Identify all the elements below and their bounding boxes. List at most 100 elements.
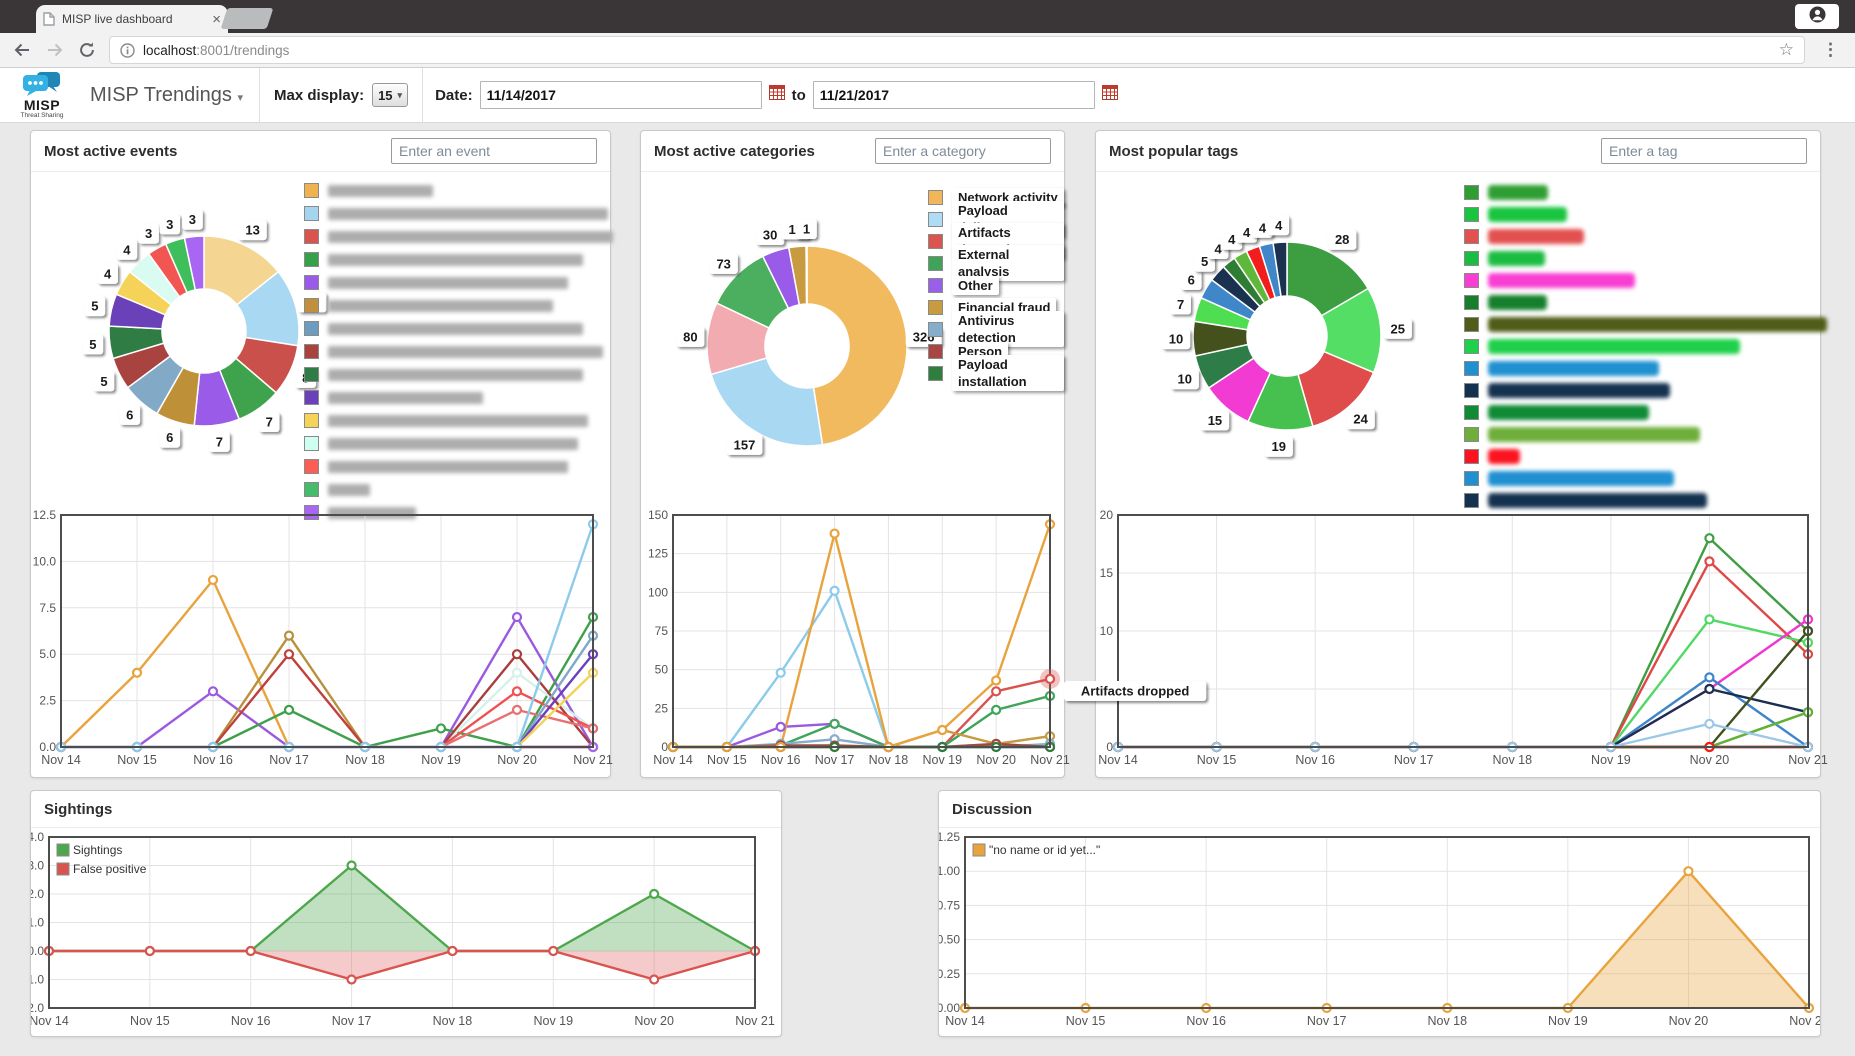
legend-tag-redacted xyxy=(1488,228,1584,244)
legend-item[interactable] xyxy=(1464,247,1827,269)
calendar-icon[interactable] xyxy=(1101,85,1118,105)
legend-label: Sightings xyxy=(73,843,122,857)
legend-swatch xyxy=(304,206,319,221)
legend-item[interactable] xyxy=(304,202,613,225)
legend-item[interactable] xyxy=(304,248,613,271)
max-display-select[interactable]: 15 ▾ xyxy=(372,83,409,107)
date-from-input[interactable] xyxy=(479,81,762,109)
legend-item[interactable] xyxy=(304,294,613,317)
legend-item[interactable] xyxy=(1464,357,1827,379)
event-search-input[interactable] xyxy=(391,138,597,164)
legend-item[interactable]: Payload installation xyxy=(928,355,1064,391)
chevron-down-icon: ▾ xyxy=(237,91,244,104)
max-display-label: Max display: xyxy=(274,86,365,104)
legend-item[interactable] xyxy=(304,225,613,248)
legend-item[interactable] xyxy=(304,363,613,386)
browser-tab[interactable]: MISP live dashboard × xyxy=(36,5,228,33)
bookmark-star-icon[interactable]: ☆ xyxy=(1778,40,1794,59)
svg-text:4: 4 xyxy=(104,266,112,281)
url-bar[interactable]: localhost:8001/trendings ☆ xyxy=(109,36,1805,64)
legend-label-redacted xyxy=(328,253,583,266)
refresh-icon[interactable] xyxy=(78,41,96,59)
tab-close-icon[interactable]: × xyxy=(212,10,221,28)
legend-tag-redacted xyxy=(1488,272,1635,288)
data-point xyxy=(1704,533,1715,544)
x-tick-label: Nov 20 xyxy=(976,753,1016,767)
legend-item[interactable] xyxy=(304,317,613,340)
data-point xyxy=(991,704,1002,715)
svg-text:7: 7 xyxy=(1177,297,1184,312)
browser-menu-icon[interactable]: ⋮ xyxy=(1822,40,1839,59)
legend-swatch xyxy=(1464,404,1479,420)
legend-item[interactable] xyxy=(1464,379,1827,401)
app-title-dropdown[interactable]: MISP Trendings ▾ xyxy=(90,83,244,106)
x-tick-label: Nov 16 xyxy=(231,1014,271,1028)
svg-text:19: 19 xyxy=(1272,439,1286,454)
x-tick-label: Nov 21 xyxy=(1788,753,1828,767)
legend-item[interactable] xyxy=(304,478,613,501)
legend-swatch xyxy=(1464,360,1479,376)
legend-label-redacted xyxy=(328,322,583,335)
legend-item[interactable] xyxy=(1464,203,1827,225)
profile-avatar-button[interactable] xyxy=(1795,4,1839,29)
tag-search-input[interactable] xyxy=(1601,138,1807,164)
data-point xyxy=(991,675,1002,686)
calendar-icon[interactable] xyxy=(768,85,785,105)
legend-item[interactable] xyxy=(1464,401,1827,423)
panel-title: Most popular tags xyxy=(1109,142,1239,160)
svg-text:4: 4 xyxy=(1259,220,1267,235)
legend-item[interactable]: Antivirus detection xyxy=(928,311,1064,347)
legend-swatch xyxy=(304,298,319,313)
svg-text:28: 28 xyxy=(1335,232,1349,247)
legend-item[interactable] xyxy=(1464,181,1827,203)
legend-item[interactable] xyxy=(1464,335,1827,357)
donut-slice xyxy=(1272,241,1288,298)
svg-text:10: 10 xyxy=(1178,372,1192,387)
legend-item[interactable] xyxy=(1464,225,1827,247)
data-point xyxy=(245,945,256,957)
forward-icon[interactable] xyxy=(45,40,65,60)
legend-item[interactable] xyxy=(304,386,613,409)
ghost-tab[interactable] xyxy=(220,8,274,29)
legend-item[interactable] xyxy=(304,340,613,363)
series-line xyxy=(60,578,593,749)
legend-item[interactable] xyxy=(304,455,613,478)
data-point xyxy=(131,667,143,678)
legend-label: "no name or id yet..." xyxy=(989,843,1100,857)
back-icon[interactable] xyxy=(12,40,32,60)
date-to-label: to xyxy=(791,86,806,104)
date-to-input[interactable] xyxy=(812,81,1095,109)
legend-item[interactable]: External analysis xyxy=(928,245,1064,281)
legend-item[interactable] xyxy=(1464,291,1827,313)
legend-item[interactable] xyxy=(304,179,613,202)
misp-logo[interactable]: MISP Threat Sharing xyxy=(0,71,78,120)
legend-item[interactable] xyxy=(1464,313,1827,335)
data-point xyxy=(144,945,155,957)
x-tick-label: Nov 21 xyxy=(573,753,613,767)
legend-swatch xyxy=(928,255,943,271)
data-point xyxy=(346,974,357,985)
x-tick-label: Nov 20 xyxy=(497,753,537,767)
url-path: :8001/trendings xyxy=(196,42,290,58)
legend-item[interactable]: Financial fraud xyxy=(928,296,1064,318)
legend-swatch xyxy=(1464,382,1479,398)
category-search-input[interactable] xyxy=(875,138,1051,164)
legend-item[interactable] xyxy=(1464,269,1827,291)
legend-swatch xyxy=(1464,426,1479,442)
chart-label-chip: 4 xyxy=(1236,222,1257,243)
x-tick-label: Nov 15 xyxy=(1066,1014,1106,1028)
legend-item[interactable]: Other xyxy=(928,274,1064,296)
y-tick-label: 20 xyxy=(1100,508,1114,522)
legend-item[interactable] xyxy=(1464,467,1827,489)
legend-item[interactable] xyxy=(304,432,613,455)
legend-tag-redacted xyxy=(1488,360,1659,376)
legend-item[interactable] xyxy=(1464,445,1827,467)
legend-swatch xyxy=(928,189,943,205)
data-point xyxy=(207,574,219,586)
legend-item[interactable] xyxy=(304,271,613,294)
legend-item[interactable] xyxy=(1464,489,1827,511)
site-info-icon[interactable] xyxy=(120,42,135,58)
legend-item[interactable] xyxy=(1464,423,1827,445)
legend-item[interactable] xyxy=(304,409,613,432)
